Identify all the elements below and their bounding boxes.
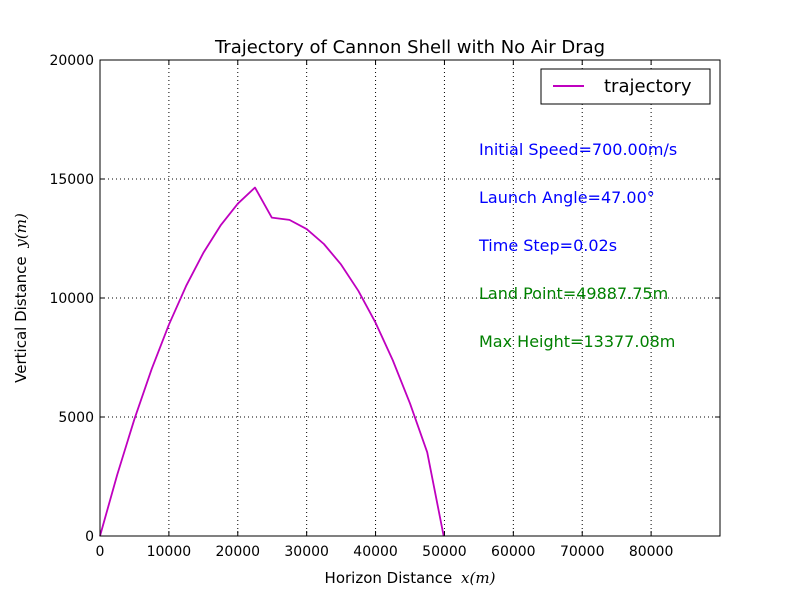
- annotation-text: Initial Speed=700.00m/s: [479, 140, 677, 159]
- annotation-text: Launch Angle=47.00°: [479, 188, 655, 207]
- annotation-text: Max Height=13377.08m: [479, 332, 675, 351]
- x-axis-label: Horizon Distance x(m): [325, 569, 496, 587]
- x-tick-label: 0: [96, 544, 105, 560]
- chart-title: Trajectory of Cannon Shell with No Air D…: [214, 37, 605, 58]
- x-axis-label-text: Horizon Distance: [325, 569, 453, 587]
- x-tick-label: 50000: [422, 544, 467, 560]
- plot-area: [99, 186, 445, 537]
- x-tick-label: 60000: [491, 544, 536, 560]
- annotation-text: Time Step=0.02s: [478, 236, 617, 255]
- y-tick-label: 0: [85, 529, 94, 545]
- y-axis-label-math: y(m): [12, 213, 30, 249]
- annotation-text: Land Point=49887.75m: [479, 284, 668, 303]
- x-axis-ticks: 0 10000 20000 30000 40000 50000 60000 70000 8000…: [96, 60, 674, 560]
- x-tick-label: 70000: [560, 544, 605, 560]
- x-tick-label: 10000: [147, 544, 192, 560]
- y-axis-label-text: Vertical Distance: [12, 256, 30, 383]
- grid-lines: [100, 60, 720, 536]
- x-tick-label: 40000: [353, 544, 398, 560]
- y-tick-label: 5000: [58, 410, 94, 426]
- legend: trajectory: [540, 68, 711, 105]
- y-tick-label: 20000: [49, 53, 94, 69]
- series-line-trajectory: [99, 186, 445, 537]
- y-tick-label: 15000: [49, 172, 94, 188]
- y-tick-label: 10000: [49, 291, 94, 307]
- x-axis-label-math: x(m): [461, 569, 496, 587]
- y-axis-ticks: 0 5000 10000 15000 20000: [49, 53, 720, 545]
- legend-label: trajectory: [604, 76, 692, 97]
- annotations: Initial Speed=700.00m/s Launch Angle=47.0…: [478, 140, 677, 351]
- x-tick-label: 20000: [216, 544, 261, 560]
- x-tick-label: 80000: [629, 544, 674, 560]
- y-axis-label: Vertical Distance y(m): [12, 213, 30, 383]
- x-tick-label: 30000: [284, 544, 329, 560]
